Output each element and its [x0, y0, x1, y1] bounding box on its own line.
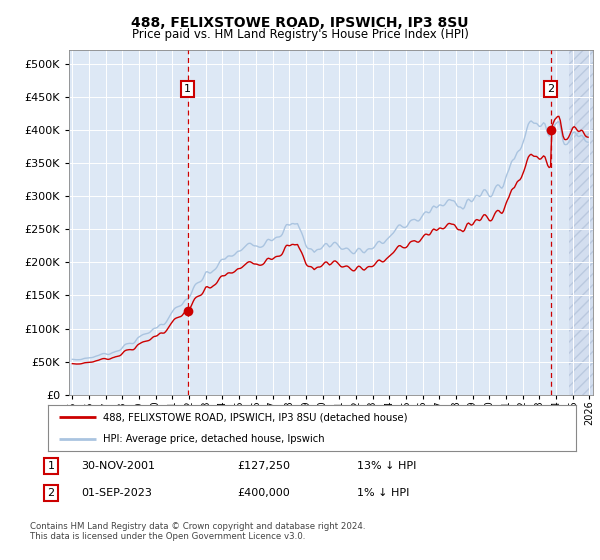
Text: 1: 1 — [184, 84, 191, 94]
Text: 488, FELIXSTOWE ROAD, IPSWICH, IP3 8SU (detached house): 488, FELIXSTOWE ROAD, IPSWICH, IP3 8SU (… — [103, 412, 408, 422]
Bar — [569, 50, 598, 395]
Text: 1% ↓ HPI: 1% ↓ HPI — [357, 488, 409, 498]
Text: 2: 2 — [47, 488, 55, 498]
Bar — [569, 50, 598, 395]
Text: £400,000: £400,000 — [237, 488, 290, 498]
Text: Price paid vs. HM Land Registry's House Price Index (HPI): Price paid vs. HM Land Registry's House … — [131, 28, 469, 41]
Text: £127,250: £127,250 — [237, 461, 290, 471]
Text: 01-SEP-2023: 01-SEP-2023 — [81, 488, 152, 498]
Text: HPI: Average price, detached house, Ipswich: HPI: Average price, detached house, Ipsw… — [103, 435, 325, 444]
Text: 488, FELIXSTOWE ROAD, IPSWICH, IP3 8SU: 488, FELIXSTOWE ROAD, IPSWICH, IP3 8SU — [131, 16, 469, 30]
Text: 30-NOV-2001: 30-NOV-2001 — [81, 461, 155, 471]
Text: 13% ↓ HPI: 13% ↓ HPI — [357, 461, 416, 471]
Text: 2: 2 — [547, 84, 554, 94]
Text: 1: 1 — [47, 461, 55, 471]
Text: Contains HM Land Registry data © Crown copyright and database right 2024.
This d: Contains HM Land Registry data © Crown c… — [30, 522, 365, 542]
